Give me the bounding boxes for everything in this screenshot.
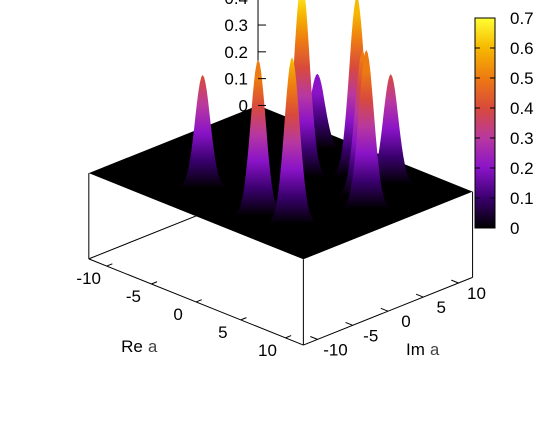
im-tick-label: -10 <box>323 340 348 359</box>
re-tick-label: -5 <box>126 287 141 306</box>
re-tick-label: 5 <box>218 323 227 342</box>
z-tick-label: 0.2 <box>224 43 248 62</box>
peak-mark <box>289 73 345 150</box>
colorbar: 0 0.1 0.2 0.3 0.4 0.5 0.6 0.7 <box>474 9 534 238</box>
z-tick-label: 0.4 <box>224 0 248 8</box>
im-tick-mark <box>451 279 459 284</box>
im-tick-mark <box>380 307 389 312</box>
colorbar-tick-label: 0.6 <box>510 39 534 58</box>
re-tick-mark <box>195 299 202 303</box>
peak-mark <box>363 74 419 185</box>
im-tick-mark <box>310 336 318 340</box>
axis-labels: Re a Im a <box>121 337 440 361</box>
re-tick-mark <box>285 335 292 339</box>
z-tick-label: 0.1 <box>224 70 248 89</box>
surface-peaks <box>170 0 424 233</box>
re-tick-mark <box>151 281 158 285</box>
colorbar-tick-label: 0.2 <box>510 159 534 178</box>
im-tick-mark <box>415 293 424 298</box>
re-tick-label: 10 <box>258 341 277 360</box>
peak-mark <box>338 50 394 209</box>
z-tick-label: 0 <box>239 96 248 115</box>
im-axis-label: Im a <box>406 340 440 361</box>
z-tick-label: 0.3 <box>224 16 248 35</box>
colorbar-gradient <box>474 17 496 229</box>
re-tick-label: -10 <box>76 269 101 288</box>
re-tick-mark <box>240 317 247 321</box>
re-tick-label: 0 <box>173 305 182 324</box>
peak-mark <box>175 75 231 188</box>
im-tick-label: -5 <box>363 326 378 345</box>
re-axis-label: Re a <box>121 337 158 358</box>
colorbar-tick-label: 0.7 <box>510 9 534 28</box>
im-tick-label: 10 <box>467 284 486 303</box>
im-tick-label: 5 <box>436 298 445 317</box>
colorbar-tick-label: 0.5 <box>510 69 534 88</box>
peak-mark <box>264 57 320 224</box>
colorbar-tick-label: 0.3 <box>510 129 534 148</box>
re-tick-mark <box>106 263 113 267</box>
colorbar-tick-label: 0.4 <box>510 99 534 118</box>
im-tick-label: 0 <box>401 312 410 331</box>
peak-mark <box>274 0 330 177</box>
colorbar-tick-label: 0 <box>510 219 519 238</box>
peak-mark <box>230 60 286 216</box>
colorbar-tick-label: 0.1 <box>510 189 534 208</box>
im-tick-mark <box>345 321 353 326</box>
